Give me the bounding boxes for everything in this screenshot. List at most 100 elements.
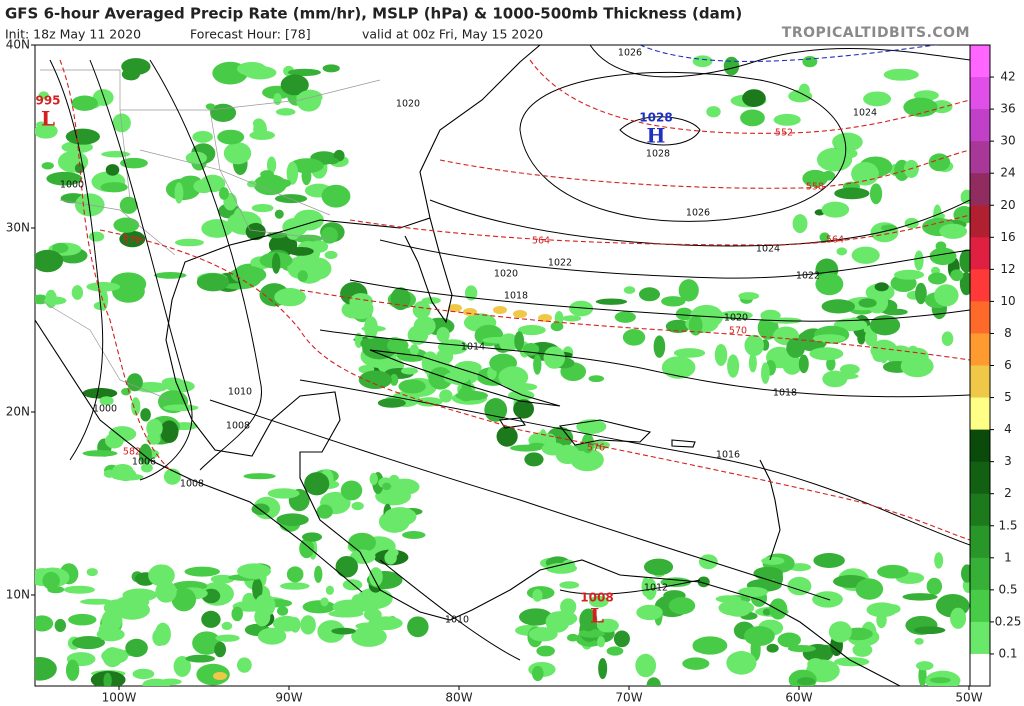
colorbar-swatch	[970, 141, 990, 174]
precip-cell	[839, 364, 860, 375]
precip-cell	[742, 89, 766, 107]
precip-cell	[834, 187, 870, 200]
precip-cell	[646, 677, 661, 686]
precip-cell	[163, 404, 199, 412]
precip-cell	[797, 677, 816, 686]
precip-cell	[950, 269, 964, 282]
precip-cell	[653, 335, 666, 358]
precip-cell	[63, 585, 95, 594]
colorbar-label: 6	[1004, 358, 1012, 372]
precip-cell	[251, 203, 274, 213]
precip-cell	[950, 607, 967, 629]
precip-cell	[377, 398, 406, 408]
heavy-precip-cell	[538, 314, 552, 322]
precip-cell	[113, 217, 140, 233]
precip-cell	[286, 566, 304, 583]
precip-cell	[273, 93, 282, 106]
precip-cell	[638, 287, 661, 302]
precip-cell	[613, 630, 630, 648]
precip-cell	[86, 568, 98, 577]
precip-cell	[44, 296, 67, 305]
colorbar-swatch	[970, 237, 990, 270]
precip-cell	[35, 121, 47, 128]
precip-cell	[121, 58, 151, 75]
precip-cell	[231, 606, 243, 622]
precip-cell	[140, 408, 151, 422]
precip-cell	[915, 282, 927, 305]
precip-cell	[864, 329, 878, 347]
precip-cell	[673, 348, 706, 358]
precip-cell	[252, 578, 263, 600]
precip-cell	[832, 132, 863, 152]
precip-cell	[595, 298, 628, 305]
precip-cell	[581, 433, 595, 454]
colorbar-swatch	[970, 525, 990, 559]
precip-cell	[389, 478, 420, 496]
precip-cell	[173, 655, 191, 677]
precip-cell	[314, 565, 323, 583]
isobar-label: 1010	[445, 615, 469, 626]
heavy-precip-cell	[463, 308, 477, 316]
thickness-label: 570	[729, 326, 747, 337]
precip-cell	[533, 354, 542, 375]
precip-cell	[579, 608, 598, 632]
precip-cell	[217, 129, 245, 145]
precip-cell	[682, 657, 710, 670]
precip-cell	[115, 467, 137, 482]
precip-cell	[953, 206, 970, 224]
precip-cell	[622, 328, 646, 346]
precip-cell	[409, 344, 419, 356]
precip-cell	[959, 249, 970, 273]
precip-cell	[698, 554, 718, 570]
precip-cell	[748, 353, 757, 373]
precip-cell	[274, 194, 308, 204]
precip-cell	[819, 232, 830, 243]
precip-cell	[416, 397, 443, 407]
precip-cell	[928, 272, 947, 285]
precip-cell	[320, 597, 329, 607]
precip-cell	[726, 651, 757, 675]
precip-cell	[836, 247, 848, 256]
valid-time: valid at 00z Fri, May 15 2020	[362, 27, 543, 42]
colorbar-swatch	[970, 589, 990, 623]
heavy-precip-cell	[213, 672, 227, 680]
precip-cell	[882, 308, 908, 316]
precip-cell	[54, 618, 67, 633]
precip-cell	[82, 387, 118, 399]
longitude-label: 100W	[102, 691, 137, 705]
precip-cell	[782, 354, 802, 375]
precip-cell	[665, 319, 691, 334]
precip-cell	[35, 249, 64, 273]
precip-cell	[68, 613, 97, 626]
precip-cell	[41, 162, 54, 170]
isobar-label: 1024	[756, 244, 780, 255]
precip-cell	[596, 636, 606, 648]
colorbar-label: 0.1	[998, 646, 1017, 660]
colorbar: 42 36 30 24 20 16 12 10 8 6 5 4 3 2 1.5 1 0.5 0.25 0.1	[969, 44, 1021, 687]
heavy-precip-cell	[493, 306, 507, 314]
colorbar-label: 2	[1004, 486, 1012, 500]
precip-cell	[928, 153, 951, 172]
precip-cell	[439, 389, 453, 403]
precip-cell	[675, 307, 693, 321]
precip-cell	[777, 632, 801, 648]
precip-cell	[92, 89, 114, 106]
precip-cell	[65, 128, 100, 145]
precip-cell	[125, 638, 148, 658]
precip-cell	[869, 183, 883, 205]
colorbar-swatch	[970, 621, 990, 655]
init-time: Init: 18z May 11 2020	[5, 27, 141, 42]
precip-cell	[807, 658, 824, 671]
precip-cell	[140, 463, 153, 473]
precip-cell	[390, 287, 411, 311]
precip-cell	[635, 653, 657, 678]
precip-cell	[271, 252, 281, 274]
precip-cell	[815, 272, 844, 296]
precip-cell	[221, 621, 233, 631]
precip-cell	[71, 95, 98, 111]
precip-cell	[335, 555, 359, 578]
isobar-label: 1028	[646, 149, 670, 160]
precip-cell	[218, 187, 229, 200]
precip-cell	[296, 90, 322, 112]
